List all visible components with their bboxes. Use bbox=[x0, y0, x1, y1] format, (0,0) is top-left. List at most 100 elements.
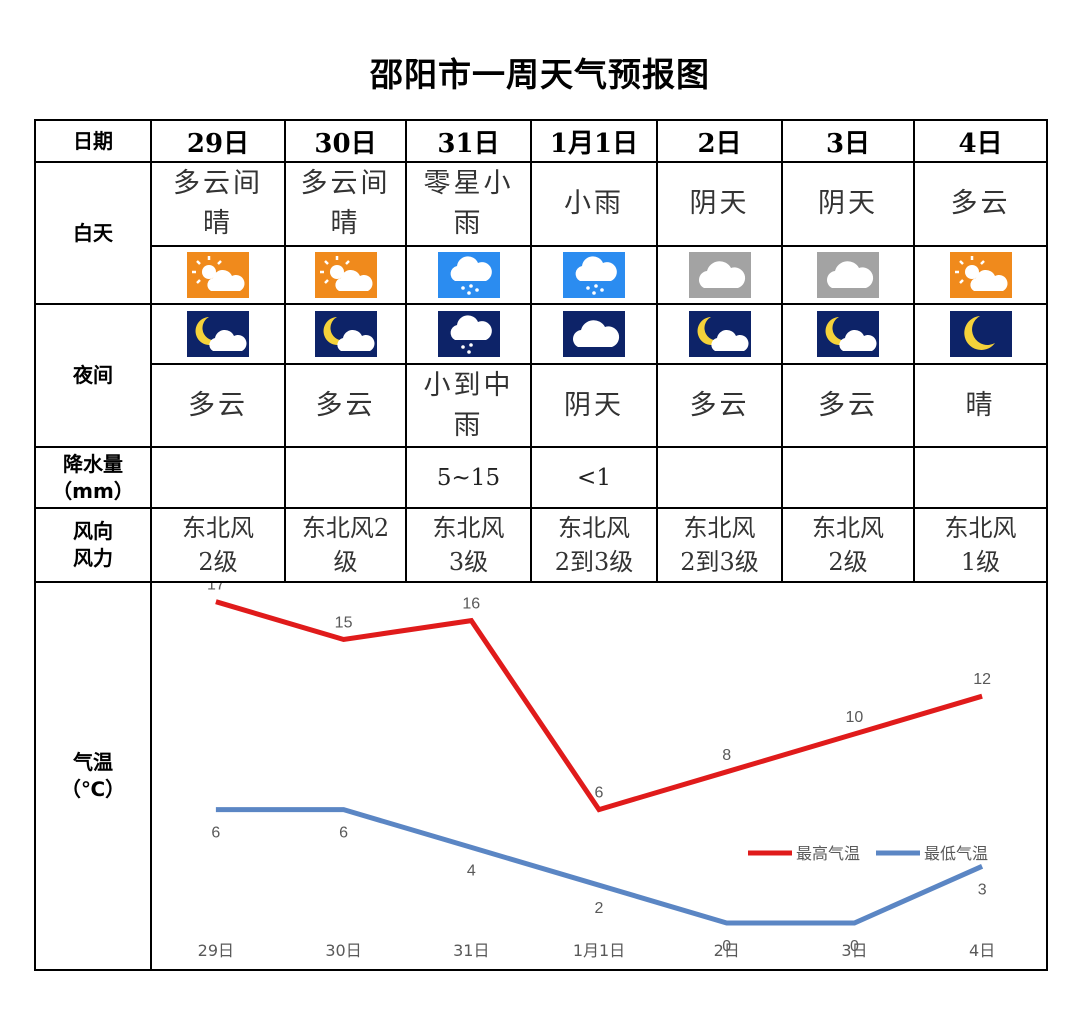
night-icon-cell bbox=[656, 303, 783, 365]
date-label: 29日 bbox=[186, 128, 250, 159]
day-weather-line2: 雨 bbox=[453, 208, 484, 239]
wind-level: 3级 bbox=[448, 548, 489, 576]
day-weather-line1: 多云间 bbox=[173, 168, 263, 199]
label-precip: 降水量 （mm） bbox=[34, 446, 152, 509]
wind-level: 2到3级 bbox=[680, 548, 759, 576]
wind-cell: 东北风 2级 bbox=[150, 507, 286, 583]
date-cell: 3日 bbox=[781, 119, 915, 163]
x-tick-label: 2日 bbox=[714, 941, 740, 960]
page-title: 邵阳市一周天气预报图 bbox=[370, 55, 710, 94]
night-weather-cell: 多云 bbox=[656, 363, 783, 448]
day-weather-line2: 晴 bbox=[203, 208, 233, 239]
low-temp-label: 2 bbox=[595, 900, 604, 917]
high-temp-label: 17 bbox=[207, 583, 225, 594]
night-weather-cell: 晴 bbox=[913, 363, 1048, 448]
precip-value: 5~15 bbox=[436, 464, 501, 491]
wind-direction: 东北风 bbox=[558, 514, 630, 542]
night-icon-cell bbox=[284, 303, 407, 365]
date-label: 3日 bbox=[825, 128, 871, 159]
precip-value: <1 bbox=[577, 464, 611, 491]
night-weather-line2: 雨 bbox=[453, 409, 484, 441]
low-temp-label: 0 bbox=[722, 938, 731, 955]
date-cell: 4日 bbox=[913, 119, 1048, 163]
day-weather-cell: 小雨 bbox=[530, 161, 658, 247]
precip-cell bbox=[150, 446, 286, 509]
x-tick-label: 29日 bbox=[198, 941, 234, 960]
wind-direction: 东北风 bbox=[432, 514, 505, 542]
high-temp-label: 15 bbox=[335, 615, 353, 632]
day-weather-cell: 多云间晴 bbox=[150, 161, 286, 247]
night-cloud-icon bbox=[563, 311, 625, 357]
label-wind: 风向 风力 bbox=[34, 507, 152, 583]
moon-cloud-icon bbox=[817, 311, 879, 357]
date-cell: 29日 bbox=[150, 119, 286, 163]
night-weather-line1: 晴 bbox=[965, 389, 996, 421]
x-tick-label: 30日 bbox=[325, 941, 361, 960]
high-temp-line bbox=[215, 599, 983, 813]
night-weather-line1: 小到中 bbox=[423, 369, 514, 401]
row-label: 日期 bbox=[73, 128, 113, 153]
day-weather-line1: 小雨 bbox=[564, 188, 624, 219]
wind-direction: 东北风2 bbox=[301, 514, 390, 542]
date-label: 4日 bbox=[958, 128, 1003, 159]
precip-cell: 5~15 bbox=[405, 446, 532, 509]
wind-level: 2到3级 bbox=[554, 548, 634, 576]
day-icon-cell bbox=[284, 245, 407, 305]
day-weather-cell: 多云间晴 bbox=[284, 161, 407, 247]
day-weather-cell: 阴天 bbox=[656, 161, 783, 247]
night-weather-line1: 多云 bbox=[689, 389, 750, 421]
precip-cell: <1 bbox=[530, 446, 658, 509]
date-label: 2日 bbox=[697, 128, 742, 159]
partly-sunny-icon bbox=[949, 252, 1012, 298]
night-weather-line1: 阴天 bbox=[564, 389, 624, 421]
precip-cell bbox=[781, 446, 915, 509]
day-icon-cell bbox=[150, 245, 286, 305]
wind-cell: 东北风 3级 bbox=[405, 507, 532, 583]
x-tick-label: 1月1日 bbox=[573, 941, 625, 960]
night-weather-cell: 多云 bbox=[781, 363, 915, 448]
moon-cloud-icon bbox=[688, 311, 751, 357]
temperature-chart: 17 15 16 6 8 10 12 6 6 4 2 0 0 3 29日 30日 31日 1月1日 2日 3日 4日 最高… bbox=[198, 583, 996, 960]
partly-sunny-icon bbox=[187, 252, 249, 298]
wind-level: 1级 bbox=[960, 548, 1001, 576]
night-rain-icon bbox=[437, 311, 500, 357]
forecast-table: 日期 29日 30日 31日 1月1日 2日 3日 4日 白天 多云间晴多云间晴零星小雨小雨 阴天阴… bbox=[34, 119, 1048, 971]
precip-cell bbox=[656, 446, 783, 509]
wind-level: 2级 bbox=[198, 548, 238, 576]
day-weather-line1: 阴天 bbox=[818, 188, 878, 219]
moon-cloud-icon bbox=[187, 311, 249, 357]
label-temp: 气温 （℃） bbox=[34, 581, 152, 971]
row-label: 气温 bbox=[73, 750, 113, 774]
night-icon-cell bbox=[913, 303, 1048, 365]
wind-cell: 东北风 1级 bbox=[913, 507, 1048, 583]
day-icon-cell bbox=[781, 245, 915, 305]
day-weather-line1: 多云间 bbox=[300, 168, 391, 199]
day-icon-cell bbox=[913, 245, 1048, 305]
night-icon-cell bbox=[530, 303, 658, 365]
night-icon-cell bbox=[781, 303, 915, 365]
temperature-chart-cell: 17 15 16 6 8 10 12 6 6 4 2 0 0 3 29日 30日 31日 1月1日 2日 3日 4日 最高… bbox=[150, 581, 1048, 971]
wind-direction: 东北风 bbox=[812, 514, 884, 542]
label-date: 日期 bbox=[34, 119, 152, 163]
high-temp-label: 10 bbox=[846, 709, 864, 726]
high-temp-label: 12 bbox=[973, 671, 991, 688]
day-icon-cell bbox=[656, 245, 783, 305]
low-temp-label: 0 bbox=[850, 938, 859, 955]
high-temp-label: 6 bbox=[595, 785, 604, 802]
precip-cell bbox=[284, 446, 407, 509]
wind-cell: 东北风 2到3级 bbox=[530, 507, 658, 583]
wind-level: 2级 bbox=[828, 548, 868, 576]
low-temp-label: 3 bbox=[978, 881, 987, 898]
row-label: （℃） bbox=[60, 777, 126, 801]
rain-icon bbox=[437, 252, 500, 298]
x-tick-label: 4日 bbox=[969, 941, 995, 960]
x-tick-label: 3日 bbox=[841, 941, 867, 960]
row-label: 白天 bbox=[73, 220, 113, 245]
rain-icon bbox=[563, 252, 625, 298]
wind-direction: 东北风 bbox=[182, 514, 254, 542]
low-temp-label: 6 bbox=[211, 825, 220, 842]
wind-cell: 东北风 2到3级 bbox=[656, 507, 783, 583]
date-label: 1月1日 bbox=[549, 128, 639, 159]
wind-direction: 东北风 bbox=[944, 514, 1017, 542]
